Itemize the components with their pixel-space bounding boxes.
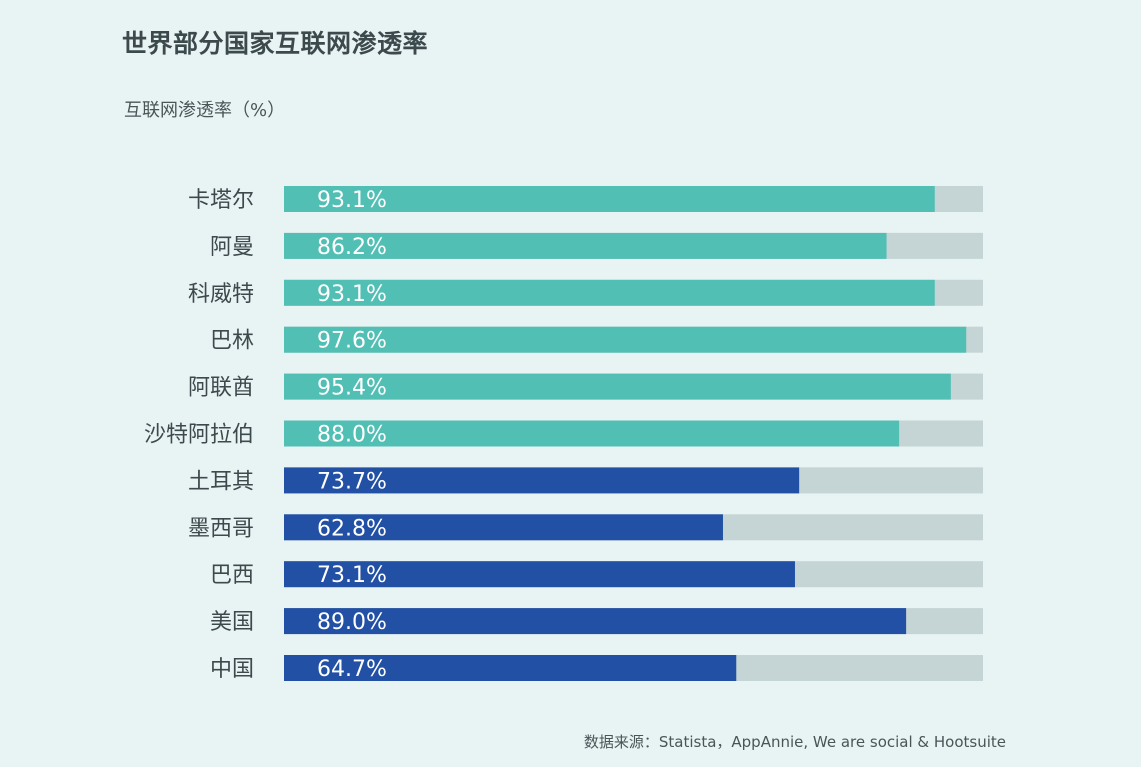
category-label: 土耳其 bbox=[188, 469, 254, 494]
bar bbox=[284, 655, 737, 681]
category-label: 沙特阿拉伯 bbox=[144, 423, 254, 448]
source-note: 数据来源：Statista，AppAnnie, We are social & … bbox=[583, 733, 1006, 751]
category-label: 阿曼 bbox=[210, 235, 254, 260]
category-label: 中国 bbox=[210, 657, 254, 682]
bar bbox=[284, 232, 887, 259]
data-label: 95.4% bbox=[317, 376, 387, 401]
bar bbox=[284, 420, 900, 447]
axis-label: 互联网渗透率（%） bbox=[124, 100, 286, 121]
bar bbox=[284, 514, 723, 541]
data-label: 97.6% bbox=[317, 329, 387, 354]
data-label: 62.8% bbox=[317, 516, 387, 541]
data-label: 88.0% bbox=[317, 423, 387, 448]
data-label: 64.7% bbox=[317, 657, 387, 682]
category-label: 卡塔尔 bbox=[188, 188, 254, 213]
chart-title: 世界部分国家互联网渗透率 bbox=[122, 29, 429, 58]
bar bbox=[284, 608, 907, 635]
bar bbox=[284, 326, 967, 353]
data-label: 73.1% bbox=[317, 563, 387, 588]
data-label: 93.1% bbox=[317, 282, 387, 307]
data-label: 93.1% bbox=[317, 188, 387, 213]
category-label: 巴西 bbox=[210, 563, 254, 588]
category-label: 阿联酋 bbox=[188, 376, 254, 401]
bar bbox=[284, 561, 795, 588]
data-label: 73.7% bbox=[317, 469, 387, 494]
category-label: 科威特 bbox=[188, 282, 254, 307]
bar bbox=[284, 186, 935, 212]
data-label: 86.2% bbox=[317, 235, 387, 260]
bar bbox=[284, 467, 800, 494]
bar bbox=[284, 373, 951, 400]
bar bbox=[284, 279, 935, 306]
category-label: 美国 bbox=[210, 610, 254, 635]
category-label: 巴林 bbox=[210, 329, 254, 354]
data-label: 89.0% bbox=[317, 610, 387, 635]
category-label: 墨西哥 bbox=[188, 516, 254, 541]
